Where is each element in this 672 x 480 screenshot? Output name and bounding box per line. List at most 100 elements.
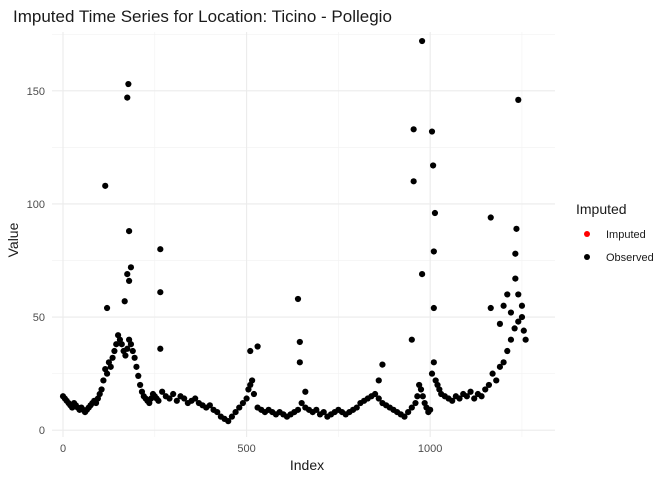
y-axis-title: Value <box>5 222 21 257</box>
data-point <box>375 395 382 402</box>
data-point <box>159 388 166 395</box>
data-point <box>482 386 489 393</box>
y-tick-label: 50 <box>33 312 45 324</box>
legend-title: Imputed <box>576 201 627 217</box>
grid <box>52 32 555 437</box>
data-point <box>504 347 511 355</box>
data-point <box>414 393 421 400</box>
data-point <box>155 397 162 404</box>
data-point <box>408 404 415 411</box>
chart-title: Imputed Time Series for Location: Ticino… <box>13 7 392 26</box>
data-point <box>302 388 309 395</box>
data-point <box>250 390 258 398</box>
data-point <box>102 182 109 189</box>
y-tick-label: 0 <box>39 425 45 437</box>
data-point <box>214 409 221 416</box>
data-point <box>518 313 526 321</box>
data-point <box>166 395 173 402</box>
data-point <box>121 298 128 305</box>
data-point <box>401 413 408 420</box>
legend-key-imputed <box>584 231 590 237</box>
data-point <box>500 359 507 366</box>
data-point <box>507 336 515 343</box>
data-point <box>471 395 478 402</box>
data-point <box>518 302 526 309</box>
data-point <box>111 347 118 355</box>
legend-items: Imputed Observed <box>584 229 654 264</box>
data-point <box>430 359 437 366</box>
data-point <box>228 413 236 420</box>
data-point <box>236 404 243 411</box>
data-point <box>496 363 504 370</box>
data-point <box>428 370 436 377</box>
data-point <box>107 363 114 370</box>
data-point <box>157 289 164 296</box>
legend-label: Imputed <box>606 229 646 241</box>
data-point <box>320 409 327 416</box>
data-point <box>463 393 470 400</box>
data-point <box>239 399 247 407</box>
data-point <box>371 390 379 398</box>
data-point <box>449 397 456 404</box>
data-point <box>515 318 522 325</box>
data-point <box>467 388 474 395</box>
data-point <box>418 37 426 45</box>
data-point <box>137 381 144 389</box>
data-point <box>375 377 382 384</box>
data-point <box>294 406 302 413</box>
data-point <box>410 126 417 133</box>
data-point <box>418 270 426 278</box>
data-point <box>103 304 111 312</box>
data-point <box>232 409 239 416</box>
data-point <box>157 246 164 253</box>
data-point <box>431 209 439 217</box>
data-point <box>124 345 131 352</box>
data-point <box>135 372 142 380</box>
data-point <box>511 325 518 332</box>
data-point <box>430 304 437 312</box>
data-point <box>247 347 254 355</box>
legend-label: Observed <box>606 252 654 264</box>
data-point <box>181 395 188 402</box>
data-point <box>122 352 129 359</box>
data-point <box>487 214 494 221</box>
data-point <box>512 275 519 282</box>
data-point <box>100 377 107 384</box>
data-point <box>133 363 140 370</box>
data-point <box>489 370 496 377</box>
data-point <box>206 402 213 409</box>
data-point <box>98 386 105 393</box>
data-point <box>353 404 360 411</box>
data-point <box>296 338 303 346</box>
data-point <box>248 377 256 384</box>
data-point <box>419 393 426 400</box>
data-point <box>129 347 136 355</box>
data-point <box>243 395 250 402</box>
x-tick-label: 500 <box>237 443 255 455</box>
legend: Imputed Imputed Observed <box>576 201 654 264</box>
data-point <box>412 399 419 407</box>
data-point <box>405 409 412 416</box>
data-point <box>125 80 132 88</box>
data-point <box>493 377 500 384</box>
data-point <box>157 345 164 352</box>
data-point <box>296 359 303 366</box>
x-tick-labels: 0 500 1000 <box>60 443 442 455</box>
data-point <box>379 361 386 368</box>
data-point <box>428 128 436 135</box>
data-point <box>113 341 120 348</box>
data-point <box>173 397 180 404</box>
data-point <box>513 225 520 232</box>
data-point <box>430 162 437 169</box>
data-point <box>109 354 116 361</box>
y-tick-label: 100 <box>27 199 45 211</box>
data-point <box>192 395 199 402</box>
data-point <box>126 277 133 284</box>
data-point <box>410 178 417 185</box>
data-point <box>124 94 131 101</box>
data-point <box>427 406 434 413</box>
data-point <box>512 250 519 257</box>
data-point <box>127 341 135 348</box>
data-point <box>515 96 522 103</box>
